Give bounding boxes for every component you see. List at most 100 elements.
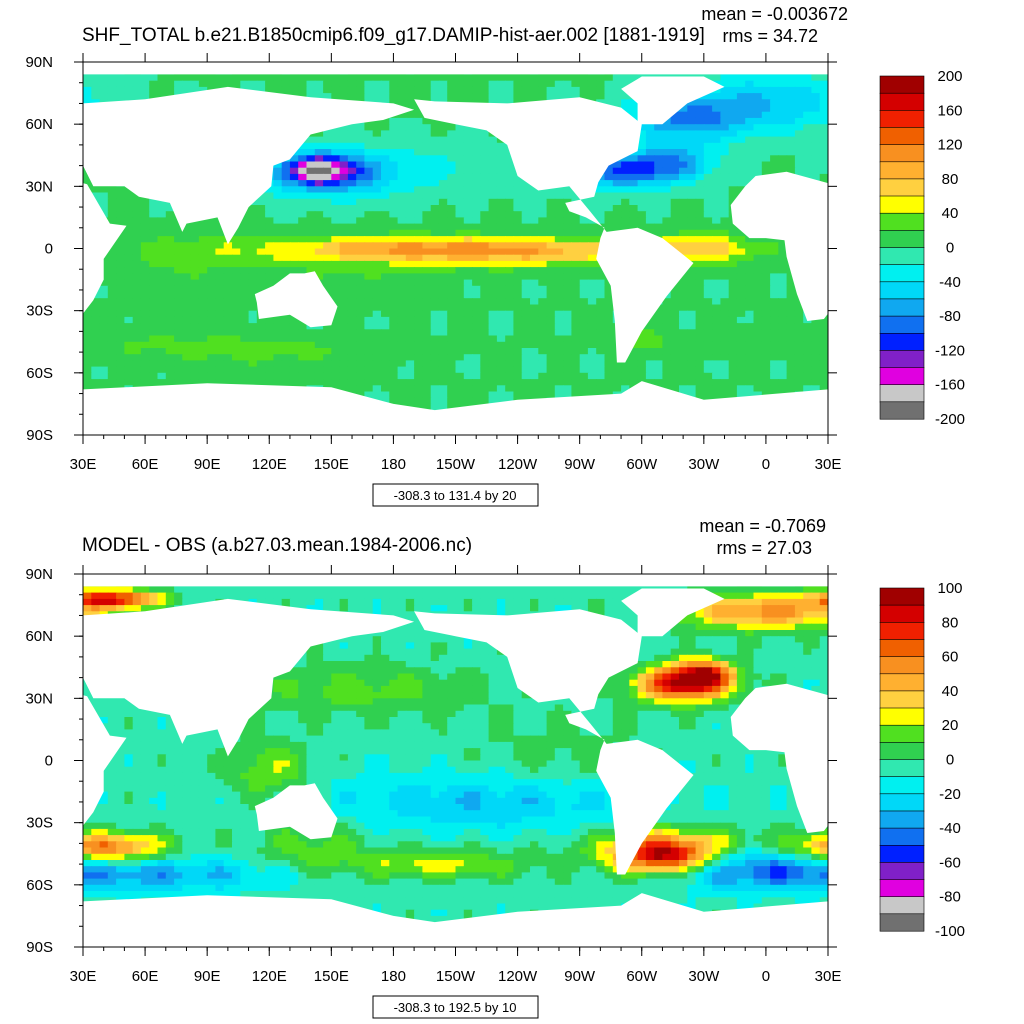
y-tick-label: 90S (26, 427, 53, 444)
colorbar-swatch (879, 913, 925, 932)
land-africa (83, 183, 127, 314)
x-tick-label: 30W (688, 968, 720, 985)
colorbar-swatch (879, 587, 925, 606)
land-antarctica (83, 381, 828, 435)
colorbar-label: 200 (937, 68, 962, 85)
y-tick-label: 60S (26, 365, 53, 382)
colorbar-label: -20 (939, 786, 961, 803)
colorbar-swatch (879, 724, 925, 743)
colorbar-swatch (879, 75, 925, 94)
land-americas (414, 609, 694, 875)
x-tick-label: 60W (626, 968, 658, 985)
colorbar-label: -160 (935, 377, 965, 394)
y-tick-label: 0 (45, 241, 53, 258)
land-eurasia (83, 598, 415, 757)
colorbar: 200 160 120 80 40 0 -40 -80 -120 -160 -200 (879, 68, 965, 428)
colorbar-swatch (879, 621, 925, 640)
land-sea_ice (83, 62, 828, 75)
y-tick-label: 0 (45, 753, 53, 770)
x-tick-label: 180 (381, 968, 406, 985)
x-tick-label: 60E (132, 968, 159, 985)
colorbar-swatch (879, 759, 925, 778)
colorbar-swatch (879, 350, 925, 369)
y-tick-label: 90N (25, 566, 53, 583)
colorbar-label: -40 (939, 820, 961, 837)
panel-1-range-text: -308.3 to 131.4 by 20 (394, 488, 517, 503)
x-tick-label: 120W (498, 968, 538, 985)
colorbar-swatch (879, 298, 925, 317)
colorbar-swatch (879, 742, 925, 761)
colorbar-label: -80 (939, 308, 961, 325)
land-eurasia (828, 87, 1024, 245)
land-australia (1000, 783, 1024, 839)
colorbar-label: 40 (942, 205, 959, 222)
panel-1-title: SHF_TOTAL b.e21.B1850cmip6.f09_g17.DAMIP… (82, 25, 705, 46)
colorbar-swatch (879, 690, 925, 709)
x-tick-label: 60W (626, 456, 658, 473)
land-australia (254, 783, 338, 840)
colorbar-swatch (879, 384, 925, 403)
land-africa (730, 171, 828, 321)
colorbar-label: 100 (937, 580, 962, 597)
land-sea_ice (828, 62, 1024, 74)
colorbar-swatch (879, 212, 925, 231)
y-tick-label: 30S (26, 303, 53, 320)
colorbar-swatch (879, 879, 925, 898)
colorbar-label: -40 (939, 274, 961, 291)
land-australia (1000, 271, 1024, 327)
panel-1: SHF_TOTAL b.e21.B1850cmip6.f09_g17.DAMIP… (82, 4, 848, 507)
colorbar-swatch (879, 776, 925, 795)
panel-2-rms: rms = 27.03 (716, 538, 812, 558)
colorbar-swatch (879, 604, 925, 623)
x-tick-label: 90W (564, 968, 596, 985)
colorbar-label: -60 (939, 854, 961, 871)
colorbar-swatch (879, 367, 925, 386)
x-tick-label: 30W (688, 456, 720, 473)
y-tick-label: 30N (25, 690, 53, 707)
colorbar-swatch (879, 178, 925, 197)
x-tick-label: 60E (132, 456, 159, 473)
colorbar-label: 40 (942, 683, 959, 700)
panel-2-title: MODEL - OBS (a.b27.03.mean.1984-2006.nc) (82, 535, 472, 556)
colorbar-swatch (879, 127, 925, 146)
land-eurasia (83, 86, 415, 245)
x-tick-label: 120W (498, 456, 538, 473)
land-greenland (621, 76, 725, 125)
land-americas (414, 97, 694, 363)
x-tick-label: 30E (70, 456, 97, 473)
colorbar-label: 120 (937, 137, 962, 154)
land-greenland (621, 588, 725, 637)
x-tick-label: 0 (762, 456, 770, 473)
colorbar-label: -100 (935, 923, 965, 940)
land-africa (83, 695, 127, 826)
panel-1-range-box (372, 483, 539, 507)
colorbar-swatch (879, 844, 925, 863)
panel-2-mean: mean = -0.7069 (699, 516, 826, 536)
land-antarctica (828, 381, 1024, 435)
x-tick-label: 150W (436, 456, 476, 473)
x-tick-label: 90W (564, 456, 596, 473)
colorbar-swatch (879, 401, 925, 420)
land-australia (254, 271, 338, 328)
y-tick-label: 90S (26, 939, 53, 956)
land-sea_ice (83, 574, 828, 587)
x-tick-label: 30E (70, 968, 97, 985)
map-panel-2: 30E 60E 90E 120E 150E 180 150W 120W 90W 60W 30W 0 30… (25, 565, 1024, 985)
panel-1-mean: mean = -0.003672 (701, 4, 848, 24)
land-africa (730, 683, 828, 833)
panel-2-range-text: -308.3 to 192.5 by 10 (394, 1000, 517, 1015)
x-tick-label: 0 (762, 968, 770, 985)
colorbar-label: 20 (942, 717, 959, 734)
colorbar-swatch (879, 332, 925, 351)
x-tick-label: 180 (381, 456, 406, 473)
colorbar-swatch (879, 862, 925, 881)
x-tick-label: 90E (194, 968, 221, 985)
colorbar: 100 80 60 40 20 0 -20 -40 -60 -80 -100 (879, 580, 965, 940)
colorbar-label: 0 (946, 752, 954, 769)
x-tick-label: 150E (314, 968, 349, 985)
colorbar-swatch (879, 195, 925, 214)
colorbar-swatch (879, 92, 925, 111)
x-tick-label: 120E (252, 968, 287, 985)
colorbar-label: 80 (942, 614, 959, 631)
